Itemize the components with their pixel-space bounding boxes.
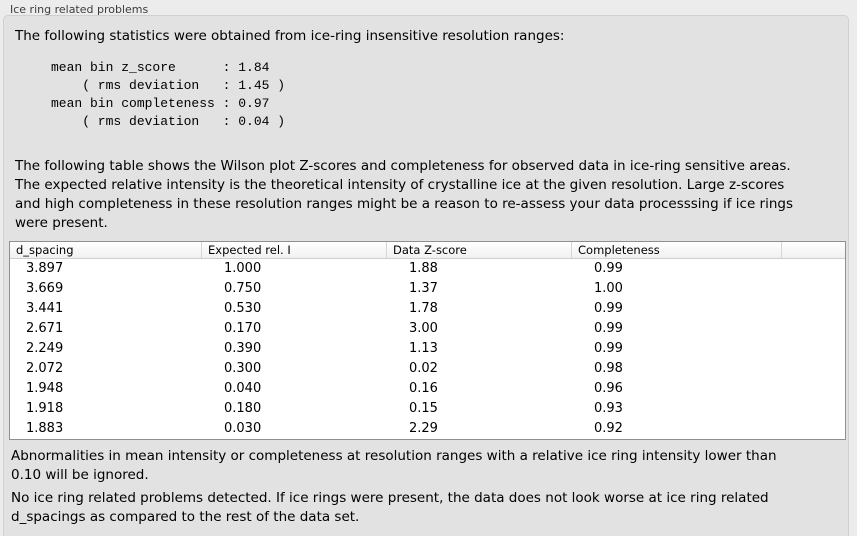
column-header-d-spacing[interactable]: d_spacing	[10, 242, 202, 258]
table-cell: 0.99	[594, 341, 623, 356]
table-cell: 0.15	[409, 401, 438, 416]
table-body: 3.897 1.000 1.88 0.99 3.669 0.750 1.37 1.00 3.44…	[10, 259, 845, 439]
table-cell: 1.13	[409, 341, 438, 356]
groupbox-title: Ice ring related problems	[10, 3, 149, 16]
table-row[interactable]: 2.671 0.170 3.00 0.99	[10, 319, 845, 339]
table-cell: 1.948	[26, 381, 64, 396]
table-cell: 0.92	[594, 421, 623, 436]
table-cell: 3.00	[409, 321, 438, 336]
table-cell: 1.78	[409, 301, 438, 316]
table-cell: 0.98	[594, 361, 623, 376]
column-header-completeness[interactable]: Completeness	[572, 242, 782, 258]
table-row[interactable]: 3.669 0.750 1.37 1.00	[10, 279, 845, 299]
table-description: The following table shows the Wilson plo…	[15, 158, 794, 231]
table-cell: 0.93	[594, 401, 623, 416]
column-header-empty[interactable]	[782, 242, 845, 258]
table-cell: 1.37	[409, 281, 438, 296]
column-header-expected-rel-i[interactable]: Expected rel. I	[202, 242, 387, 258]
ignore-note: Abnormalities in mean intensity or compl…	[11, 448, 777, 483]
table-cell: 1.918	[26, 401, 64, 416]
table-cell: 2.249	[26, 341, 64, 356]
table-cell: 2.29	[409, 421, 438, 436]
table-cell: 2.072	[26, 361, 64, 376]
table-header-row: d_spacing Expected rel. I Data Z-score Comp…	[10, 242, 845, 259]
table-cell: 3.897	[26, 261, 64, 276]
column-header-data-z-score[interactable]: Data Z-score	[387, 242, 572, 258]
table-cell: 0.390	[224, 341, 262, 356]
ice-ring-panel: The following statistics were obtained f…	[3, 15, 849, 536]
table-cell: 0.030	[224, 421, 262, 436]
table-cell: 1.00	[594, 281, 623, 296]
table-cell: 0.300	[224, 361, 262, 376]
table-cell: 0.750	[224, 281, 262, 296]
table-row[interactable]: 2.249 0.390 1.13 0.99	[10, 339, 845, 359]
table-cell: 0.040	[224, 381, 262, 396]
table-cell: 0.180	[224, 401, 262, 416]
table-cell: 0.02	[409, 361, 438, 376]
ice-ring-table: d_spacing Expected rel. I Data Z-score Comp…	[9, 241, 846, 440]
conclusion-text: No ice ring related problems detected. I…	[11, 490, 769, 525]
table-row[interactable]: 1.883 0.030 2.29 0.92	[10, 419, 845, 439]
table-row[interactable]: 2.072 0.300 0.02 0.98	[10, 359, 845, 379]
table-cell: 0.16	[409, 381, 438, 396]
table-row[interactable]: 3.897 1.000 1.88 0.99	[10, 259, 845, 279]
table-row[interactable]: 1.918 0.180 0.15 0.93	[10, 399, 845, 419]
table-cell: 3.669	[26, 281, 64, 296]
table-row[interactable]: 1.948 0.040 0.16 0.96	[10, 379, 845, 399]
table-cell: 0.99	[594, 261, 623, 276]
table-cell: 0.99	[594, 321, 623, 336]
table-cell: 0.170	[224, 321, 262, 336]
table-cell: 1.88	[409, 261, 438, 276]
table-cell: 0.530	[224, 301, 262, 316]
table-cell: 2.671	[26, 321, 64, 336]
table-cell: 1.883	[26, 421, 64, 436]
table-row[interactable]: 3.441 0.530 1.78 0.99	[10, 299, 845, 319]
intro-text: The following statistics were obtained f…	[15, 28, 565, 44]
table-cell: 0.96	[594, 381, 623, 396]
stats-block: mean bin z_score : 1.84 ( rms deviation …	[51, 60, 286, 129]
table-cell: 0.99	[594, 301, 623, 316]
table-cell: 3.441	[26, 301, 64, 316]
table-cell: 1.000	[224, 261, 262, 276]
